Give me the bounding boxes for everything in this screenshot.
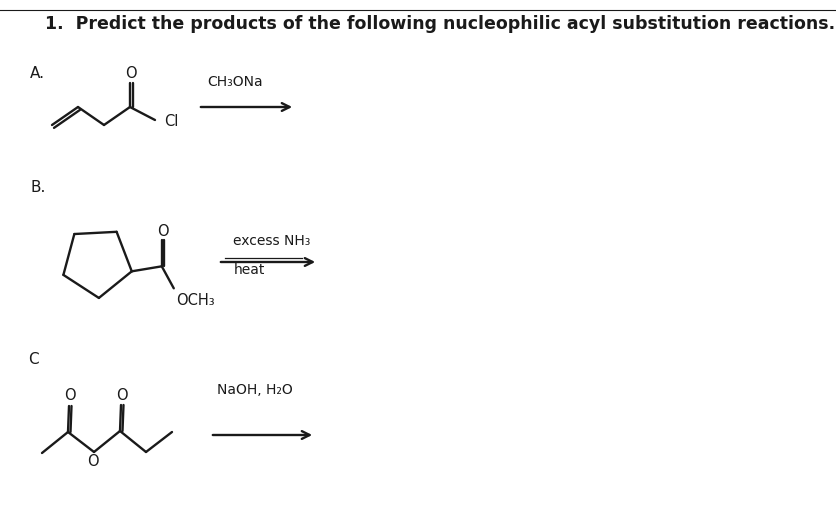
Text: A.: A. <box>30 66 45 80</box>
Text: O: O <box>125 67 137 81</box>
Text: Cl: Cl <box>164 115 178 130</box>
Text: excess NH₃: excess NH₃ <box>233 234 311 248</box>
Text: O: O <box>116 388 128 402</box>
Text: C: C <box>28 352 38 368</box>
Text: 1.  Predict the products of the following nucleophilic acyl substitution reactio: 1. Predict the products of the following… <box>45 15 836 33</box>
Text: B.: B. <box>30 181 45 196</box>
Text: O: O <box>64 389 76 403</box>
Text: OCH₃: OCH₃ <box>176 293 214 308</box>
Text: NaOH, H₂O: NaOH, H₂O <box>217 383 293 397</box>
Text: heat: heat <box>233 263 265 277</box>
Text: O: O <box>157 224 169 239</box>
Text: CH₃ONa: CH₃ONa <box>207 75 263 89</box>
Text: O: O <box>87 455 99 470</box>
